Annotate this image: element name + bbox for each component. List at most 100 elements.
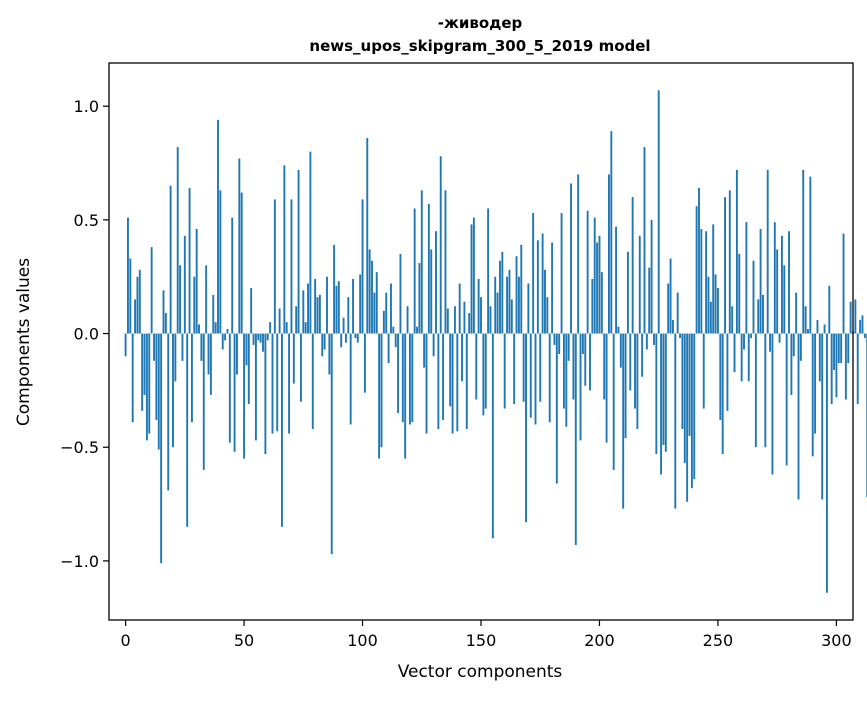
bar-218 — [641, 333, 644, 377]
bar-103 — [368, 249, 371, 334]
bar-123 — [416, 326, 418, 334]
bar-6 — [138, 269, 141, 334]
bar-300 — [835, 333, 838, 398]
bar-57 — [259, 333, 262, 343]
bar-149 — [477, 278, 480, 334]
bar-135 — [444, 190, 447, 334]
bar-150 — [480, 297, 482, 334]
bar-294 — [821, 333, 824, 500]
bar-159 — [501, 251, 504, 334]
bar-58 — [262, 333, 264, 352]
bar-174 — [536, 240, 539, 334]
bar-140 — [456, 333, 459, 432]
bar-117 — [401, 333, 404, 423]
bar-165 — [515, 256, 518, 334]
bar-47 — [236, 333, 238, 375]
bar-126 — [423, 333, 426, 368]
x-tick-label: 50 — [234, 631, 254, 650]
bar-69 — [288, 333, 291, 434]
bar-63 — [273, 199, 276, 334]
bar-156 — [494, 276, 497, 334]
bar-32 — [200, 333, 203, 361]
bar-13 — [155, 333, 158, 420]
bar-48 — [238, 158, 241, 334]
bar-30 — [195, 228, 198, 334]
bar-113 — [392, 326, 395, 334]
bar-114 — [394, 333, 397, 348]
bar-295 — [823, 324, 826, 334]
bar-101 — [363, 333, 366, 393]
bar-188 — [570, 183, 572, 334]
bar-89 — [335, 285, 338, 334]
bar-107 — [378, 333, 381, 459]
bar-221 — [648, 267, 651, 334]
bar-199 — [596, 242, 599, 334]
bar-100 — [361, 199, 364, 334]
bar-105 — [373, 292, 376, 334]
bar-75 — [302, 290, 305, 334]
bar-77 — [307, 283, 309, 334]
bar-250 — [716, 288, 719, 334]
bar-226 — [660, 333, 663, 475]
bar-223 — [653, 333, 655, 345]
bar-240 — [693, 333, 696, 480]
bar-16 — [162, 290, 165, 334]
bar-210 — [622, 333, 625, 509]
bar-278 — [783, 265, 786, 334]
bar-121 — [411, 333, 414, 423]
bar-148 — [475, 333, 478, 400]
bar-130 — [432, 333, 435, 357]
bar-187 — [567, 333, 570, 361]
bar-270 — [764, 333, 767, 448]
bar-137 — [449, 333, 452, 407]
bar-236 — [683, 333, 686, 464]
bar-193 — [581, 333, 584, 354]
bar-70 — [290, 199, 293, 334]
bar-287 — [804, 306, 807, 334]
bar-195 — [586, 210, 589, 334]
bar-232 — [674, 333, 677, 509]
bar-112 — [390, 283, 392, 334]
bar-306 — [849, 301, 852, 334]
bar-260 — [740, 333, 743, 382]
bar-60 — [266, 333, 269, 341]
bar-96 — [352, 278, 354, 334]
bar-1 — [127, 217, 129, 334]
bar-238 — [688, 333, 691, 436]
bar-212 — [626, 251, 629, 334]
bar-255 — [728, 190, 731, 334]
bar-206 — [612, 333, 615, 470]
bar-118 — [404, 333, 407, 459]
bar-298 — [830, 333, 833, 405]
bar-242 — [698, 188, 700, 334]
bar-38 — [214, 322, 217, 334]
bar-292 — [816, 319, 819, 334]
bar-179 — [548, 333, 551, 423]
bar-172 — [532, 213, 535, 334]
bar-263 — [747, 333, 750, 382]
bar-19 — [169, 185, 172, 334]
bar-209 — [619, 333, 622, 368]
bar-296 — [825, 333, 828, 593]
bar-171 — [529, 333, 532, 418]
bar-128 — [427, 203, 430, 334]
bar-120 — [408, 333, 411, 425]
y-tick-label: 0.0 — [74, 325, 99, 344]
bar-308 — [854, 299, 857, 334]
x-tick-label: 250 — [703, 631, 734, 650]
bar-133 — [439, 156, 442, 334]
bar-202 — [603, 333, 606, 400]
bar-91 — [340, 333, 343, 348]
bar-284 — [797, 333, 800, 500]
bar-81 — [316, 297, 319, 334]
bar-253 — [724, 197, 726, 334]
bar-44 — [228, 333, 231, 443]
chart-title: -живодер — [438, 14, 523, 32]
bar-243 — [700, 228, 703, 334]
x-tick-label: 300 — [821, 631, 852, 650]
bar-80 — [314, 278, 317, 334]
bar-183 — [558, 333, 561, 354]
bar-154 — [489, 306, 492, 334]
bar-304 — [844, 333, 847, 400]
bar-56 — [257, 333, 260, 341]
